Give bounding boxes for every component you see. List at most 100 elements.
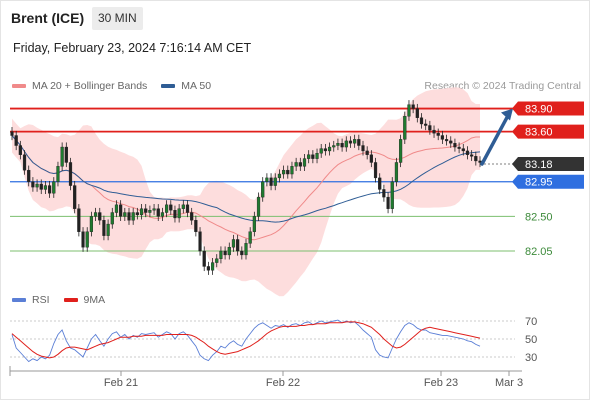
legend-swatch-ma50 [161,84,176,88]
candle-body [202,250,206,267]
price-label-bg-2 [512,157,584,172]
candle-body [98,212,102,221]
candle-body [106,223,110,236]
candle-body [332,145,336,148]
rsi-line [11,319,481,363]
candle-body [336,143,340,146]
candle-body [77,208,81,232]
candle-body [194,220,198,232]
candle-body [403,116,407,140]
candle-body [348,140,353,144]
candle-body [390,181,394,209]
candle-body [282,169,286,175]
candle-body [215,258,219,263]
candle-body [236,239,240,252]
candle-body [465,150,470,155]
x-tick-label-2: Feb 23 [424,377,458,389]
candle-body [290,166,294,175]
candle-body [160,212,165,217]
candle-body [89,216,93,232]
candle-body [307,154,311,159]
candle-body [156,208,160,217]
candles-group [10,100,482,275]
candle-body [135,212,139,216]
candle-body [277,173,282,179]
candle-body [470,154,474,157]
candle-body [22,154,27,171]
candle-body [361,145,365,152]
candle-body [261,181,265,198]
candle-body [185,204,190,213]
price-label-2: 83.18 [525,159,553,171]
candle-body [311,154,315,159]
legend-label-ma20: MA 20 + Bollinger Bands [32,80,148,92]
candle-body [173,210,177,219]
candle-body [357,139,361,146]
candle-body [43,185,48,190]
candle-body [265,177,269,182]
timeframe-badge[interactable]: 30 MIN [92,7,143,30]
candle-body [302,158,307,167]
candle-body [93,212,98,217]
legend-item-ma50: MA 50 [161,80,211,92]
bollinger-band [12,87,480,297]
candle-body [386,196,390,209]
candle-body [453,143,457,148]
candle-body [286,169,290,175]
candle-body [474,156,478,162]
candle-body [424,123,428,126]
candle-body [415,108,419,118]
candle-body [119,204,123,217]
target-arrow-shaft [480,113,510,166]
candle-body [298,162,302,167]
candle-body [10,131,14,136]
candle-body [73,185,77,209]
legend-item-ma20: MA 20 + Bollinger Bands [12,80,147,92]
x-tick-label-1: Feb 22 [266,377,300,389]
candle-body [131,212,135,221]
legend-label-ma50: MA 50 [181,80,212,92]
candle-body [27,169,31,182]
candle-body [294,162,298,167]
legend-label-rsi: RSI [32,294,50,306]
candle-body [394,162,399,182]
legend-item-rsi: RSI [12,294,50,306]
price-label-5: 82.05 [525,246,553,258]
candle-body [436,132,440,136]
candle-body [81,231,85,248]
candle-body [457,146,461,149]
candle-body [373,162,378,179]
candle-body [152,208,156,211]
price-label-bg-3 [512,174,584,189]
candle-body [231,239,236,248]
candle-body [139,208,144,216]
candle-body [68,162,73,186]
candle-body [319,148,323,154]
candle-body [378,177,382,190]
candle-body [327,146,332,152]
candle-body [14,135,18,146]
chart-datetime: Friday, February 23, 2024 7:16:14 AM CET [13,41,252,55]
legend-item-9ma: 9MA [63,294,106,306]
candle-body [181,204,185,209]
price-label-3: 82.95 [525,177,553,189]
legend-label-9ma: 9MA [83,294,106,306]
candle-body [407,104,411,117]
candle-body [114,204,119,213]
candle-body [123,212,127,217]
price-label-bg-1 [512,124,584,139]
candle-body [219,250,223,259]
candle-body [411,104,415,109]
candle-body [102,220,106,236]
candle-body [148,210,152,213]
research-credit: Research © 2024 Trading Central [424,80,581,92]
instrument-title: Brent (ICE) [11,10,85,26]
chart-header: Brent (ICE) 30 MIN [0,0,590,36]
candle-body [256,196,261,217]
candle-body [39,183,43,190]
candle-body [210,262,215,271]
candle-body [198,231,202,252]
candle-body [85,231,89,248]
candle-body [353,139,357,144]
